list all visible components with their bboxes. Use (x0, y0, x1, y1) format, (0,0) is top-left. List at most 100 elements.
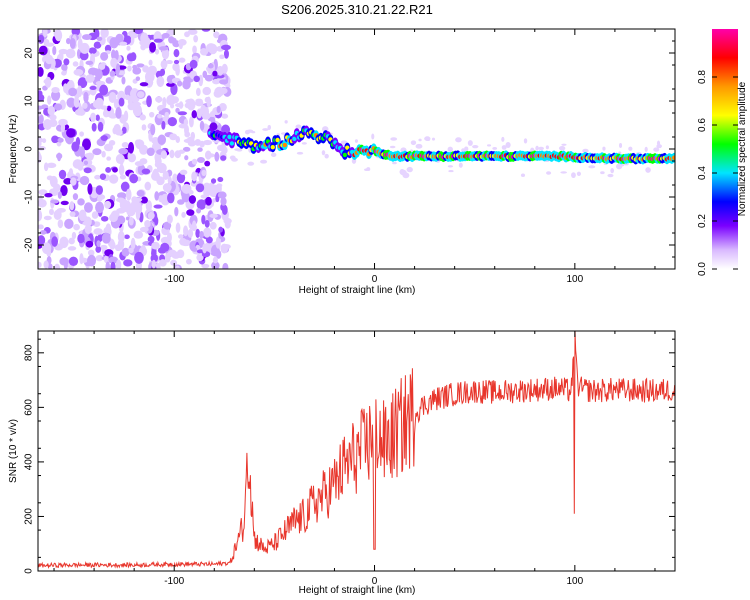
noise-blob (220, 197, 227, 206)
y-tick-label: 200 (24, 508, 35, 525)
snr-panel: -100 0 100 0 200 400 600 800 Height of straight… (8, 330, 676, 596)
noise-blob (389, 145, 396, 149)
noise-blob (170, 96, 179, 104)
noise-blob (178, 41, 183, 50)
noise-blob (505, 142, 511, 148)
noise-blob (392, 161, 397, 165)
noise-blob (134, 251, 144, 264)
noise-blob (48, 119, 58, 128)
noise-blob (71, 141, 80, 152)
x-tick-label: -100 (164, 274, 184, 285)
noise-blob (133, 29, 144, 35)
noise-blob (39, 230, 47, 235)
noise-blob (244, 129, 250, 135)
ridge-core (282, 142, 287, 148)
ridge-core (270, 145, 275, 150)
noise-blob (204, 219, 210, 228)
noise-blob (187, 228, 194, 238)
noise-blob (145, 200, 153, 212)
noise-blob (119, 41, 128, 46)
noise-blob (108, 92, 117, 104)
noise-blob (44, 193, 53, 198)
noise-blob (104, 44, 112, 53)
noise-blob (79, 175, 90, 186)
noise-blob (472, 145, 479, 149)
noise-blob (139, 114, 146, 121)
noise-blob (538, 146, 544, 151)
snr-series-line (38, 331, 675, 570)
noise-blob (91, 122, 97, 132)
noise-blob (217, 184, 222, 194)
noise-blob (193, 35, 199, 43)
noise-blob (108, 256, 119, 264)
noise-blob (60, 184, 68, 197)
ridge-core (345, 145, 350, 150)
noise-blob (170, 103, 175, 109)
noise-blob (447, 146, 453, 152)
noise-blob (124, 234, 130, 240)
noise-blob (175, 136, 181, 143)
noise-blob (212, 70, 218, 77)
noise-blob (158, 110, 167, 116)
noise-blob (390, 137, 398, 141)
noise-blob (174, 102, 184, 108)
noise-blob (162, 183, 172, 193)
noise-blob (73, 223, 80, 231)
noise-blob (224, 219, 231, 229)
y-tick-label: 0 (24, 568, 35, 574)
noise-blob (191, 110, 197, 119)
colorbar-tick-label: 0.8 (697, 70, 708, 84)
noise-blob (195, 183, 205, 193)
noise-blob (115, 197, 125, 203)
noise-blob (38, 45, 48, 56)
noise-blob (38, 105, 44, 110)
noise-blob (64, 218, 74, 229)
noise-blob (124, 35, 131, 42)
noise-blob (154, 191, 160, 201)
noise-blob (83, 91, 89, 103)
noise-blob (66, 81, 73, 90)
noise-blob (72, 159, 83, 169)
noise-blob (109, 241, 116, 250)
noise-blob (43, 39, 50, 44)
noise-blob (89, 85, 97, 90)
noise-blob (185, 98, 195, 104)
noise-blob (124, 94, 131, 101)
noise-blob (130, 237, 136, 250)
noise-blob (57, 191, 62, 199)
noise-blob (95, 254, 104, 262)
noise-blob (153, 204, 163, 209)
noise-blob (118, 70, 126, 76)
noise-blob (93, 29, 100, 39)
y-tick-label: 0 (24, 146, 35, 152)
noise-blob (262, 128, 269, 131)
noise-blob (82, 102, 88, 109)
noise-blob (137, 139, 145, 148)
noise-blob (191, 220, 197, 231)
noise-blob (217, 87, 228, 95)
noise-blob (66, 128, 76, 138)
noise-blob (207, 63, 214, 69)
noise-blob (58, 118, 68, 126)
noise-blob (118, 164, 125, 176)
noise-blob (321, 150, 326, 156)
noise-blob (447, 165, 454, 168)
noise-blob (602, 146, 606, 151)
noise-blob (136, 63, 145, 68)
noise-blob (561, 143, 567, 146)
noise-blob (229, 155, 236, 160)
noise-blob (43, 215, 52, 221)
noise-blob (203, 139, 213, 146)
noise-blob (205, 236, 213, 244)
noise-blob (501, 136, 505, 142)
noise-blob (193, 75, 201, 83)
noise-blob (101, 150, 106, 158)
noise-blob (295, 124, 302, 129)
noise-blob (199, 120, 205, 131)
noise-blob (83, 160, 89, 166)
noise-blob (560, 171, 567, 174)
noise-blob (59, 236, 69, 249)
noise-blob (38, 34, 45, 44)
